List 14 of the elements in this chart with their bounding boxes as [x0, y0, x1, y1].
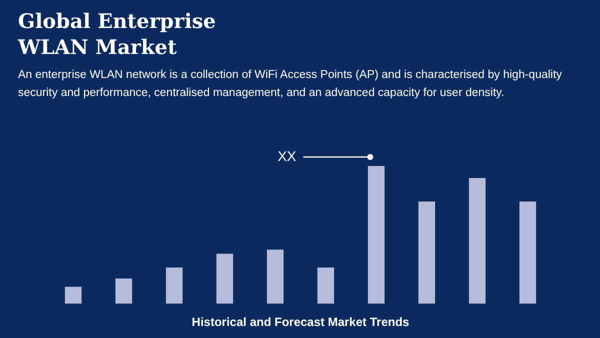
bar: [266, 250, 284, 304]
chart-subtitle: An enterprise WLAN network is a collection of WiFi Access Points (AP) and is characterised by high-quality security and performance, centralised management, and an advanced capacity for user density.: [18, 68, 563, 101]
bar: [216, 254, 234, 304]
bar: [115, 278, 132, 304]
bar: [468, 178, 486, 304]
bar: [166, 267, 183, 304]
x-axis-title: Historical and Forecast Market Trends: [192, 315, 410, 330]
bar: [368, 166, 385, 304]
bar: [317, 267, 334, 304]
text: XX: [278, 148, 297, 164]
bar: [64, 286, 82, 304]
chart-title: Global Enterprise WLAN Market: [18, 8, 217, 60]
bar: [519, 201, 536, 304]
bar: [418, 201, 436, 304]
